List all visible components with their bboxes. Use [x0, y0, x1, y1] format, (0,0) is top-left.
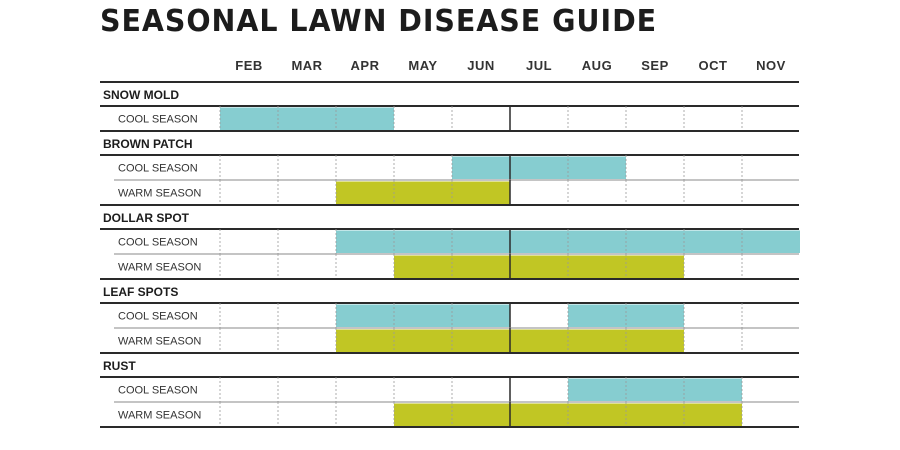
- month-header-feb: FEB: [235, 58, 263, 73]
- warm-season-cell-sep: [626, 329, 684, 352]
- cool-season-cell-aug: [568, 230, 626, 253]
- disease-heading-dollar-spot: DOLLAR SPOT: [103, 211, 190, 225]
- warm-season-cell-apr: [336, 329, 394, 352]
- warm-season-cell-sep: [626, 403, 684, 426]
- month-header-apr: APR: [351, 58, 380, 73]
- cool-season-cell-sep: [626, 378, 684, 401]
- warm-season-cell-may: [394, 181, 452, 204]
- disease-heading-rust: RUST: [103, 359, 136, 373]
- cool-season-cell-aug: [568, 378, 626, 401]
- month-header-mar: MAR: [291, 58, 322, 73]
- cool-season-cell-jun: [452, 156, 510, 179]
- cool-season-cell-nov: [742, 230, 800, 253]
- warm-season-label: WARM SEASON: [118, 336, 201, 348]
- cool-season-cell-oct: [684, 230, 742, 253]
- warm-season-cell-aug: [568, 403, 626, 426]
- warm-season-cell-apr: [336, 181, 394, 204]
- disease-heading-brown-patch: BROWN PATCH: [103, 137, 193, 151]
- cool-season-label: COOL SEASON: [118, 114, 198, 126]
- warm-season-cell-jul: [510, 329, 568, 352]
- cool-season-cell-may: [394, 230, 452, 253]
- cool-season-cell-jul: [510, 230, 568, 253]
- month-header-jun: JUN: [467, 58, 495, 73]
- cool-season-cell-sep: [626, 304, 684, 327]
- cool-season-cell-apr: [336, 230, 394, 253]
- month-header-oct: OCT: [699, 58, 728, 73]
- cool-season-label: COOL SEASON: [118, 385, 198, 397]
- month-header-sep: SEP: [641, 58, 669, 73]
- disease-heading-leaf-spots: LEAF SPOTS: [103, 285, 178, 299]
- warm-season-cell-jun: [452, 181, 510, 204]
- warm-season-cell-jul: [510, 255, 568, 278]
- cool-season-cell-apr: [336, 107, 394, 130]
- warm-season-cell-jun: [452, 255, 510, 278]
- cool-season-label: COOL SEASON: [118, 237, 198, 249]
- cool-season-cell-sep: [626, 230, 684, 253]
- warm-season-cell-jul: [510, 403, 568, 426]
- month-header-may: MAY: [408, 58, 437, 73]
- warm-season-cell-may: [394, 403, 452, 426]
- cool-season-label: COOL SEASON: [118, 163, 198, 175]
- warm-season-cell-may: [394, 255, 452, 278]
- warm-season-cell-aug: [568, 329, 626, 352]
- disease-heading-snow-mold: SNOW MOLD: [103, 88, 179, 102]
- cool-season-cell-feb: [220, 107, 278, 130]
- month-header-aug: AUG: [582, 58, 612, 73]
- chart-title: SEASONAL LAWN DISEASE GUIDE: [100, 4, 658, 39]
- cool-season-cell-oct: [684, 378, 742, 401]
- cool-season-cell-aug: [568, 304, 626, 327]
- warm-season-cell-sep: [626, 255, 684, 278]
- month-header-jul: JUL: [526, 58, 552, 73]
- warm-season-cell-jun: [452, 329, 510, 352]
- warm-season-label: WARM SEASON: [118, 188, 201, 200]
- cool-season-cell-may: [394, 304, 452, 327]
- cool-season-cell-jul: [510, 156, 568, 179]
- warm-season-cell-aug: [568, 255, 626, 278]
- cool-season-cell-mar: [278, 107, 336, 130]
- cool-season-cell-apr: [336, 304, 394, 327]
- cool-season-cell-jun: [452, 230, 510, 253]
- warm-season-cell-oct: [684, 403, 742, 426]
- cool-season-cell-jun: [452, 304, 510, 327]
- warm-season-cell-jun: [452, 403, 510, 426]
- month-header-nov: NOV: [756, 58, 786, 73]
- warm-season-cell-may: [394, 329, 452, 352]
- cool-season-cell-aug: [568, 156, 626, 179]
- cool-season-label: COOL SEASON: [118, 311, 198, 323]
- warm-season-label: WARM SEASON: [118, 410, 201, 422]
- warm-season-label: WARM SEASON: [118, 262, 201, 274]
